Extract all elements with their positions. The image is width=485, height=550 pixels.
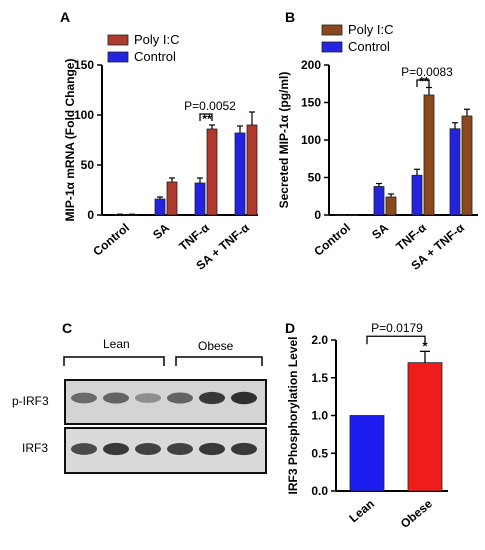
pirf3-band — [167, 392, 193, 404]
significance-bracket — [416, 79, 430, 87]
x-tick-label: Control — [311, 221, 353, 259]
chart-d: 0.0 0.5 1.0 1.5 2.0 IRF3 Phosphorylation Leve… — [286, 321, 448, 531]
irf3-band — [103, 442, 129, 456]
panel-label-a: A — [60, 9, 70, 25]
x-tick-label: TNF-α — [176, 220, 212, 253]
bar-poly — [347, 214, 359, 216]
legend-label: Control — [348, 39, 390, 54]
panel-label-b: B — [285, 9, 295, 25]
irf3-band — [71, 443, 97, 455]
y-tick-label: 150 — [74, 58, 94, 72]
obese-bracket — [175, 356, 263, 366]
pirf3-band — [135, 393, 161, 403]
y-tick-label: 0 — [314, 208, 321, 222]
x-tick-label: SA — [150, 220, 172, 242]
y-axis-label: IRF3 Phosphorylation Level — [286, 336, 300, 494]
pirf3-band — [103, 392, 129, 404]
significance-stars: * — [422, 338, 428, 353]
legend-swatch — [107, 51, 129, 63]
y-tick-label: 2.0 — [311, 333, 328, 347]
y-tick-label: 0.5 — [311, 446, 328, 460]
irf3-band — [199, 442, 225, 456]
bar-control — [335, 214, 347, 216]
bar-control — [411, 174, 423, 216]
bar-poly — [461, 115, 473, 216]
significance-bracket — [199, 113, 213, 121]
p-value-label: P=0.0083 — [401, 65, 453, 79]
irf3-band — [135, 443, 161, 455]
bar-poly — [423, 94, 435, 216]
lean-bracket — [63, 356, 165, 366]
blot-obese-label: Obese — [198, 339, 234, 353]
y-tick-label: 200 — [301, 58, 321, 72]
x-tick-label: Control — [90, 221, 132, 259]
y-axis-label: MIP-1α mRNA (Fold Change) — [63, 59, 77, 222]
bar-poly — [385, 196, 397, 216]
bar-control — [194, 182, 206, 216]
legend-swatch — [321, 41, 343, 53]
bar-control — [154, 198, 166, 216]
panel-label-d: D — [285, 320, 295, 336]
y-tick-label: 100 — [301, 133, 321, 147]
blot-pirf3-membrane — [64, 379, 267, 425]
significance-stars: ** — [419, 75, 429, 89]
irf3-band — [231, 442, 257, 456]
western-blot: Lean Obese p-IRF3 IRF3 — [12, 337, 267, 474]
irf3-band — [167, 443, 193, 455]
y-axis-label: Secreted MIP-1α (pg/ml) — [277, 72, 291, 209]
bar-poly — [206, 128, 218, 216]
legend-label: Poly I:C — [348, 22, 394, 37]
bar-control — [234, 132, 246, 216]
legend-label: Control — [134, 49, 176, 64]
p-value-label: P=0.0179 — [371, 321, 423, 335]
legend-label: Poly I:C — [134, 32, 180, 47]
bar-poly — [166, 181, 178, 216]
bar-poly — [246, 124, 258, 216]
y-tick-label: 100 — [74, 108, 94, 122]
y-tick-label: 1.5 — [311, 371, 328, 385]
blot-lean-label: Lean — [103, 337, 130, 351]
pirf3-band — [231, 391, 257, 405]
panel-label-c: C — [62, 320, 72, 336]
bar-control — [449, 128, 461, 216]
y-tick-label: 50 — [81, 158, 95, 172]
chart-b: 0 50 100 150 200 Secreted MIP-1α (pg/ml) Contr… — [277, 22, 478, 273]
pirf3-band — [199, 391, 225, 405]
x-tick-label: SA — [369, 220, 391, 242]
y-tick-label: 50 — [308, 171, 322, 185]
significance-bracket — [366, 335, 426, 345]
bar-lean — [349, 415, 385, 492]
legend-swatch — [321, 24, 343, 36]
y-tick-label: 0 — [87, 208, 94, 222]
significance-stars: ** — [202, 112, 212, 126]
blot-bands — [71, 391, 257, 456]
p-value-label: P=0.0052 — [184, 99, 236, 113]
bar-control — [373, 186, 385, 216]
y-tick-label: 1.0 — [311, 409, 328, 423]
bar-obese — [407, 362, 443, 492]
x-tick-label: Lean — [346, 497, 376, 526]
x-tick-label: Obese — [398, 496, 435, 531]
y-tick-label: 150 — [301, 96, 321, 110]
blot-row-label-irf3: IRF3 — [22, 441, 48, 455]
pirf3-band — [71, 392, 97, 404]
blot-row-label-pirf3: p-IRF3 — [12, 394, 49, 408]
legend-swatch — [107, 34, 129, 46]
y-tick-label: 0.0 — [311, 484, 328, 498]
